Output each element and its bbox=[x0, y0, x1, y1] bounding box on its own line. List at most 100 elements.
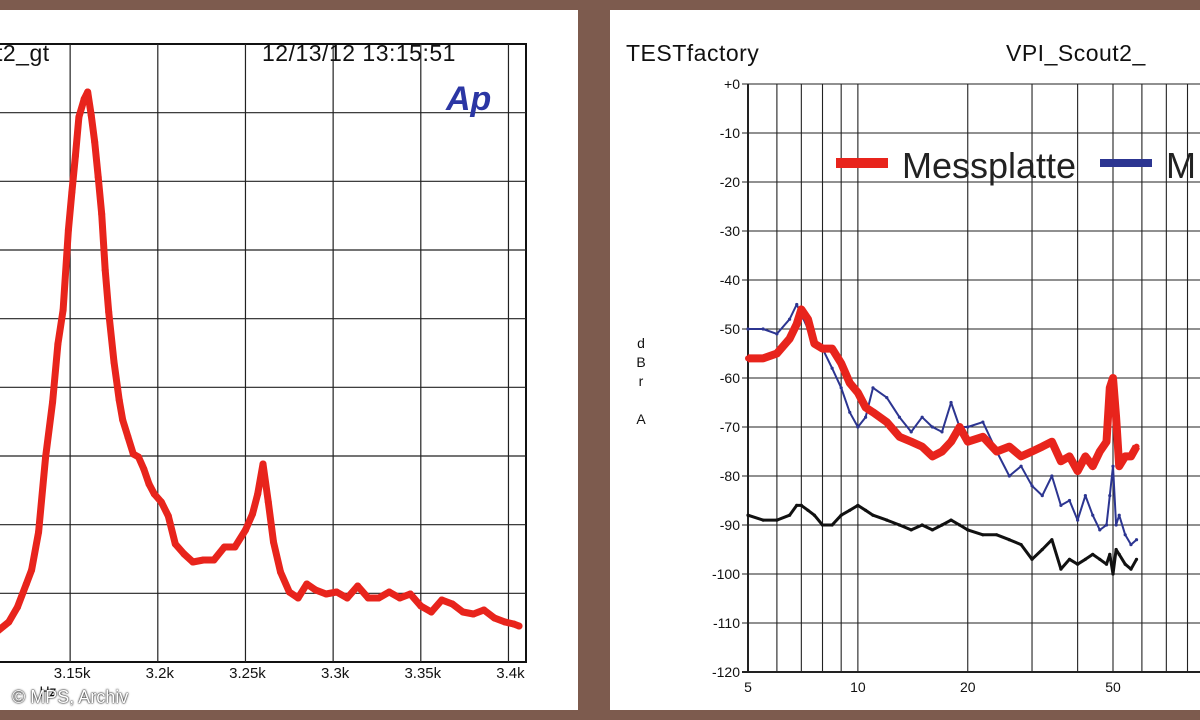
right-data-point bbox=[1050, 474, 1054, 478]
right-data-point bbox=[949, 400, 953, 405]
left-data-point bbox=[101, 266, 109, 274]
left-data-point bbox=[199, 556, 207, 564]
left-data-point bbox=[5, 618, 13, 626]
right-data-point bbox=[948, 438, 955, 445]
right-data-point bbox=[1091, 552, 1095, 557]
right-data-point bbox=[1103, 438, 1110, 445]
y-axis-label-char: B bbox=[636, 354, 645, 370]
right-data-point bbox=[848, 410, 852, 414]
right-data-point bbox=[1007, 538, 1011, 542]
y-tick-label: -40 bbox=[720, 272, 740, 288]
y-tick-label: -110 bbox=[713, 615, 740, 631]
left-data-point bbox=[417, 602, 425, 610]
left-data-point bbox=[54, 340, 62, 348]
y-tick-label: -20 bbox=[720, 174, 740, 190]
left-data-point bbox=[84, 88, 92, 96]
right-data-point bbox=[1029, 448, 1036, 455]
right-data-point bbox=[1030, 557, 1034, 561]
left-data-point bbox=[145, 480, 153, 488]
left-chart-title: t2_gt bbox=[0, 40, 50, 66]
right-data-point bbox=[775, 518, 779, 522]
right-data-point bbox=[966, 528, 970, 532]
right-data-point bbox=[940, 430, 944, 434]
right-data-point bbox=[1123, 533, 1127, 537]
y-tick-label: -120 bbox=[712, 664, 740, 680]
left-data-point bbox=[22, 580, 30, 588]
left-data-point bbox=[49, 398, 57, 406]
right-data-point bbox=[1129, 567, 1133, 571]
right-data-point bbox=[949, 518, 953, 522]
left-data-point bbox=[354, 582, 362, 590]
left-data-point bbox=[164, 512, 172, 520]
right-data-point bbox=[871, 513, 875, 517]
left-data-point bbox=[277, 568, 285, 576]
right-data-point bbox=[929, 453, 936, 460]
right-data-point bbox=[812, 513, 816, 517]
left-data-point bbox=[64, 226, 72, 234]
left-data-point bbox=[35, 528, 43, 536]
left-data-point bbox=[220, 543, 228, 551]
left-data-point bbox=[285, 588, 293, 596]
left-data-point bbox=[150, 490, 158, 498]
right-data-point bbox=[1067, 498, 1072, 503]
left-chart-datetime: 12/13/12 13:15:51 bbox=[262, 40, 456, 66]
right-data-point bbox=[806, 508, 810, 512]
right-data-point bbox=[1098, 557, 1102, 561]
right-data-point bbox=[830, 523, 834, 527]
left-data-point bbox=[448, 600, 456, 608]
right-data-point bbox=[1117, 513, 1121, 517]
y-tick-label: -80 bbox=[720, 468, 740, 484]
right-data-point bbox=[1089, 463, 1096, 470]
right-data-point bbox=[846, 379, 853, 386]
right-data-point bbox=[979, 433, 986, 440]
left-series-line bbox=[0, 88, 523, 634]
right-data-point bbox=[1074, 468, 1081, 475]
left-data-point bbox=[469, 610, 477, 618]
right-data-point bbox=[830, 366, 834, 370]
right-data-point bbox=[930, 425, 934, 429]
y-axis-label-char: A bbox=[636, 411, 646, 427]
x-tick-label: 3.35k bbox=[404, 665, 441, 682]
right-data-point bbox=[795, 302, 799, 307]
right-data-point bbox=[871, 386, 875, 390]
left-data-point bbox=[98, 210, 106, 218]
y-tick-label: -50 bbox=[720, 321, 740, 337]
left-data-point bbox=[254, 490, 262, 498]
right-chart-subtitle: VPI_Scout2_ bbox=[1006, 40, 1146, 66]
right-data-point bbox=[1091, 513, 1095, 517]
right-data-point bbox=[819, 345, 826, 352]
right-data-point bbox=[1134, 557, 1139, 561]
left-data-point bbox=[189, 558, 197, 566]
left-data-point bbox=[129, 450, 137, 458]
left-chart-panel: t2_gt 12/13/12 13:15:51 3.15k 3.2k 3.25k 3.… bbox=[0, 10, 578, 710]
left-data-point bbox=[364, 594, 372, 602]
right-data-point bbox=[896, 433, 903, 440]
left-data-point bbox=[270, 538, 278, 546]
right-data-point bbox=[864, 415, 868, 419]
right-data-point bbox=[869, 409, 876, 416]
right-data-point bbox=[1096, 448, 1103, 455]
right-data-point bbox=[787, 513, 792, 517]
left-data-point bbox=[87, 111, 95, 119]
right-data-point bbox=[966, 425, 970, 429]
left-data-point bbox=[14, 603, 22, 611]
y-tick-label: -60 bbox=[720, 370, 740, 386]
right-data-point bbox=[854, 389, 861, 396]
right-data-point bbox=[908, 438, 915, 445]
right-data-point bbox=[793, 321, 800, 328]
left-data-point bbox=[294, 594, 302, 602]
left-data-point bbox=[322, 590, 330, 598]
left-data-point bbox=[115, 396, 123, 404]
left-data-point bbox=[171, 540, 179, 548]
left-data-point bbox=[110, 358, 118, 366]
left-data-point bbox=[264, 498, 272, 506]
y-tick-label: -10 bbox=[720, 125, 740, 141]
right-data-point bbox=[1110, 375, 1116, 381]
left-data-point bbox=[490, 614, 498, 622]
left-data-point bbox=[406, 590, 414, 598]
right-data-point bbox=[885, 518, 889, 522]
left-data-point bbox=[135, 453, 143, 461]
right-data-point bbox=[1114, 523, 1118, 527]
right-data-point bbox=[1114, 547, 1118, 552]
left-data-point bbox=[510, 620, 518, 628]
